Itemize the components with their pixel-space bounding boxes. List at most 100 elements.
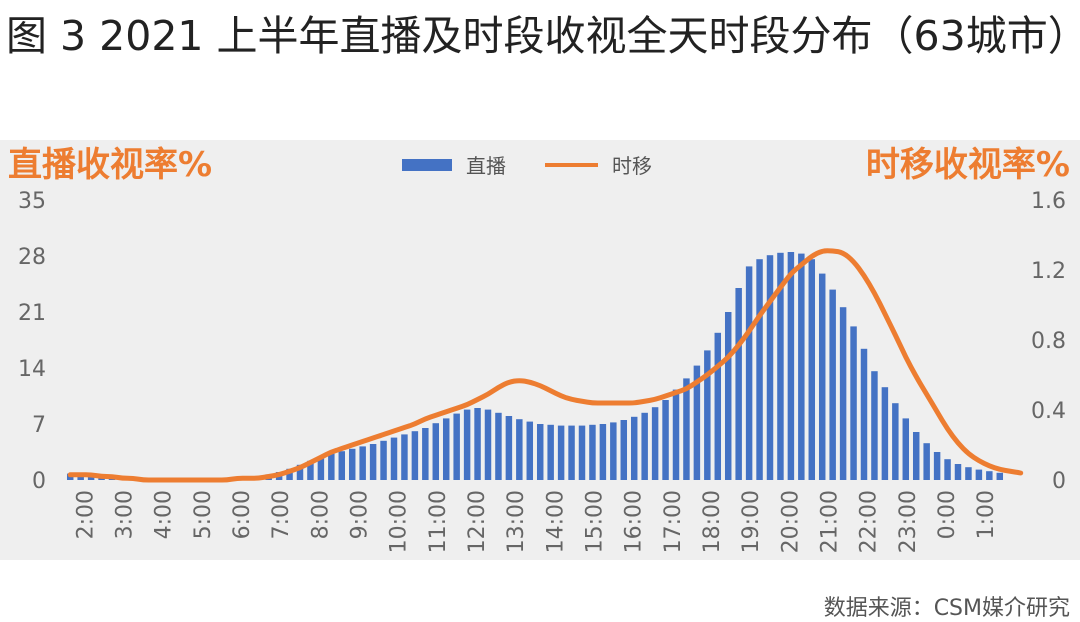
x-tick-label: 10:00: [387, 490, 412, 553]
x-tick-label: 18:00: [700, 490, 725, 553]
x-tick-label: 21:00: [817, 490, 842, 553]
bar: [474, 408, 481, 480]
left-y-tick-label: 35: [18, 189, 46, 214]
x-tick-label: 20:00: [778, 490, 803, 553]
bar: [307, 460, 314, 480]
line-series-timeshift: [67, 248, 1024, 483]
bar: [965, 467, 972, 480]
bar: [536, 424, 544, 480]
bar: [986, 471, 993, 480]
bar: [547, 424, 554, 480]
right-y-tick-label: 0.8: [1031, 329, 1066, 354]
x-tick-label: 2:00: [73, 490, 98, 539]
bar: [954, 464, 962, 480]
bar: [881, 387, 889, 480]
figure-title: 图 3 2021 上半年直播及时段收视全天时段分布（63城市）: [6, 12, 1080, 60]
bar: [651, 407, 659, 480]
left-y-tick-label: 21: [18, 301, 46, 326]
x-tick-label: 3:00: [112, 490, 137, 539]
timeshift-line: [67, 248, 1024, 483]
x-tick-label: 22:00: [857, 490, 882, 553]
bar: [777, 252, 784, 480]
bar: [516, 419, 523, 480]
bar: [359, 446, 366, 480]
x-tick-label: 14:00: [543, 490, 568, 553]
bar: [526, 421, 534, 480]
legend-line-label: 时移: [612, 154, 652, 178]
bar: [432, 423, 440, 480]
bar: [380, 440, 387, 480]
x-tick-label: 5:00: [191, 490, 216, 539]
bar: [683, 378, 690, 480]
x-tick-label: 0:00: [935, 490, 960, 539]
bar: [662, 400, 669, 480]
bar-series-live: [66, 252, 1004, 480]
bar: [463, 409, 471, 480]
x-tick-label: 7:00: [269, 490, 294, 539]
x-tick-label: 23:00: [896, 490, 921, 553]
left-y-axis: 35 28 21 14 7 0: [18, 189, 46, 494]
bar: [77, 475, 84, 480]
bar: [808, 259, 816, 480]
x-tick-label: 12:00: [465, 490, 490, 553]
right-axis-title: 时移收视率%: [866, 145, 1070, 185]
bar: [839, 307, 847, 480]
x-tick-label: 16:00: [622, 490, 647, 553]
legend: 直播 时移: [402, 154, 652, 178]
bar: [735, 288, 742, 480]
x-tick-label: 17:00: [661, 490, 686, 553]
bar: [829, 289, 836, 480]
bar: [745, 266, 753, 480]
right-y-tick-label: 0: [1052, 469, 1066, 494]
bar: [714, 332, 722, 480]
bar: [798, 253, 805, 480]
bar: [401, 434, 408, 480]
bar: [557, 425, 565, 480]
bar: [724, 312, 732, 480]
bar: [630, 416, 638, 480]
legend-bar-swatch: [402, 159, 452, 171]
legend-bar-label: 直播: [466, 154, 506, 178]
bar: [996, 472, 1004, 480]
bar: [495, 412, 502, 480]
x-tick-label: 1:00: [974, 490, 999, 539]
x-tick-label: 8:00: [308, 490, 333, 539]
bar: [818, 273, 826, 480]
right-y-tick-label: 0.4: [1031, 399, 1066, 424]
bar: [860, 348, 868, 480]
bar: [348, 448, 356, 480]
right-y-tick-label: 1.2: [1031, 259, 1066, 284]
bar: [672, 389, 680, 480]
bar: [944, 459, 951, 480]
x-tick-label: 13:00: [504, 490, 529, 553]
combo-chart: 直播收视率% 时移收视率% 直播 时移 35 28 21 14 7 0 1.6 1.2 0.8…: [8, 145, 1070, 553]
bar: [641, 412, 648, 480]
x-tick-label: 11:00: [426, 490, 451, 553]
bar: [620, 420, 628, 480]
bar: [693, 365, 701, 480]
bar: [923, 443, 930, 480]
bar: [484, 409, 492, 480]
bar: [442, 418, 450, 480]
bar: [505, 416, 513, 480]
bar: [369, 444, 377, 480]
bar: [871, 371, 878, 480]
x-tick-label: 4:00: [152, 490, 177, 539]
bar: [787, 252, 795, 480]
bar: [87, 476, 95, 480]
bar: [317, 456, 325, 480]
bar: [338, 451, 346, 480]
chart-panel: 直播收视率% 时移收视率% 直播 时移 35 28 21 14 7 0 1.6 1.2 0.8…: [0, 140, 1080, 560]
bar: [599, 424, 607, 480]
left-y-tick-label: 28: [18, 245, 46, 270]
bar: [933, 452, 941, 480]
bar: [704, 350, 711, 480]
x-axis: 2:00 3:00 4:00 5:00 6:00 7:00 8:00 9:00 10:00 11:…: [73, 490, 999, 553]
right-y-axis: 1.6 1.2 0.8 0.4 0: [1031, 189, 1066, 494]
bar: [328, 453, 335, 480]
bar: [453, 413, 460, 480]
x-tick-label: 19:00: [739, 490, 764, 553]
left-y-tick-label: 7: [32, 413, 46, 438]
bar: [296, 464, 304, 480]
